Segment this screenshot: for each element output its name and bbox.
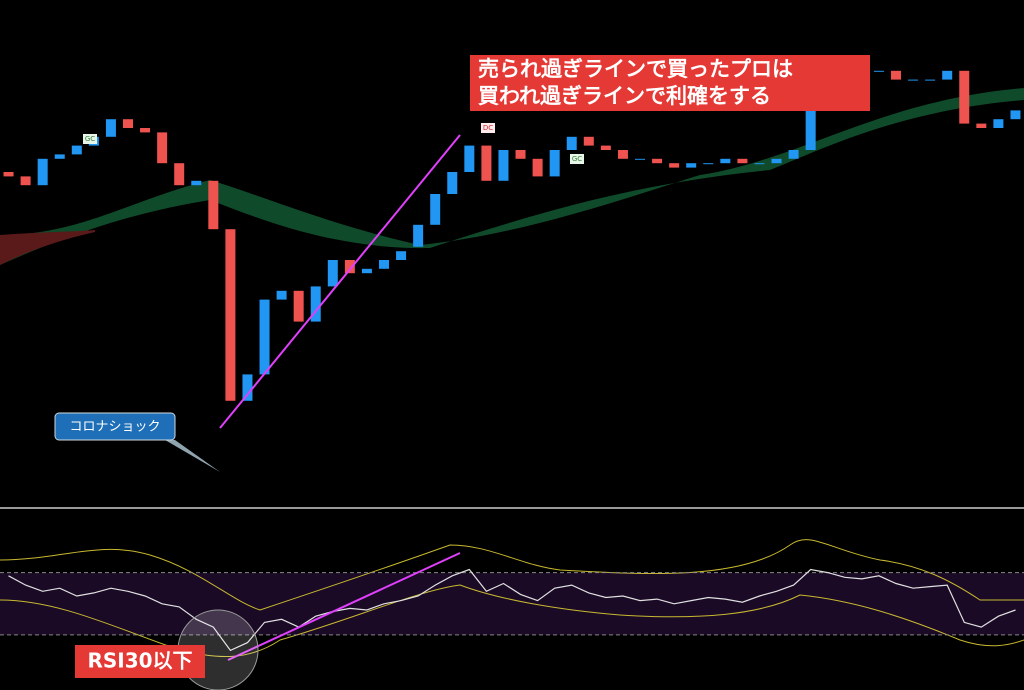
- candle: [174, 163, 185, 186]
- candle: [925, 79, 936, 81]
- rsi-note-box: [75, 645, 205, 678]
- candle: [549, 150, 560, 177]
- callout-pointer: [165, 440, 220, 472]
- candle: [908, 79, 919, 81]
- candle: [327, 260, 338, 287]
- candle: [20, 176, 31, 186]
- signal-badge: [570, 154, 584, 164]
- candle: [344, 260, 355, 274]
- candle: [379, 260, 389, 269]
- candle: [805, 101, 816, 150]
- candle: [617, 150, 628, 159]
- candle: [276, 290, 287, 300]
- rsi-note: RSI30以下: [87, 649, 192, 673]
- candle: [532, 158, 543, 177]
- candle: [447, 172, 458, 194]
- headline-box: [470, 55, 870, 111]
- candle: [720, 158, 731, 164]
- signal-badge: [481, 123, 495, 133]
- candle: [208, 180, 219, 230]
- candle: [140, 128, 151, 133]
- candle: [959, 70, 970, 124]
- candle: [754, 163, 765, 165]
- candle: [3, 172, 14, 177]
- candle: [583, 136, 594, 146]
- candle: [310, 286, 321, 322]
- callout-text: コロナショック: [69, 420, 160, 435]
- candle: [293, 290, 304, 322]
- candle: [566, 136, 577, 150]
- candle: [464, 145, 475, 172]
- candle: [993, 119, 1004, 128]
- candle: [225, 229, 236, 401]
- candle: [976, 123, 987, 128]
- candle: [481, 145, 492, 181]
- candle: [54, 154, 65, 159]
- candle: [635, 158, 645, 160]
- candle: [686, 163, 697, 168]
- candle: [498, 150, 509, 181]
- bollinger-upper: [0, 539, 1024, 611]
- candle: [788, 150, 799, 159]
- rsi-zone: [0, 573, 1024, 635]
- candle: [242, 374, 253, 401]
- callout-box: [54, 412, 176, 441]
- candle: [430, 194, 441, 225]
- candle: [771, 158, 782, 164]
- headline-line: 売られ過ぎラインで買ったプロは: [478, 57, 793, 81]
- candle: [123, 119, 133, 128]
- candle: [413, 224, 424, 247]
- candle: [873, 70, 884, 72]
- ma-cloud-red: [0, 230, 95, 265]
- signal-label: GC: [572, 155, 582, 163]
- rsi-line: [8, 568, 1016, 652]
- signal-label: DC: [483, 124, 493, 132]
- candle: [703, 163, 714, 165]
- candle: [361, 268, 372, 274]
- trend-line: [219, 134, 461, 429]
- candle: [669, 163, 680, 168]
- signal-badge: [83, 134, 97, 144]
- candle: [652, 158, 663, 164]
- candle: [515, 150, 526, 159]
- candle: [942, 70, 953, 80]
- headline-line: 買われ過ぎラインで利確をする: [478, 84, 771, 108]
- candle: [71, 145, 82, 155]
- candle: [600, 145, 611, 150]
- rsi-trend-line: [227, 552, 461, 661]
- candle: [191, 180, 202, 186]
- candle: [157, 132, 168, 164]
- candle: [37, 158, 48, 186]
- candle: [259, 299, 270, 375]
- candle: [891, 70, 901, 80]
- candle: [1010, 110, 1021, 120]
- candle: [737, 158, 748, 164]
- ma-cloud: [0, 88, 1024, 265]
- candle: [396, 251, 407, 260]
- signal-label: GC: [85, 135, 95, 143]
- candle: [105, 119, 116, 137]
